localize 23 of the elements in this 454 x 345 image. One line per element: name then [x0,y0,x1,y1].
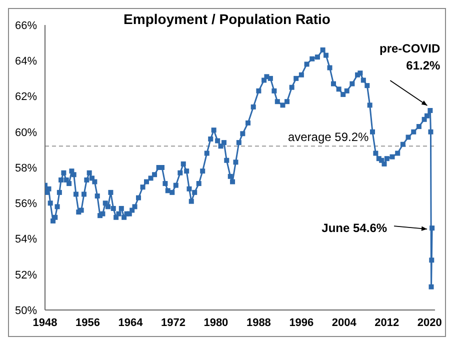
y-tick-label: 52% [14,269,38,282]
y-tick-label: 50% [14,304,38,317]
annotation: pre-COVID 61.2% [380,42,441,72]
y-tick-label: 62% [14,91,38,104]
x-tick-label: 1988 [246,316,271,329]
y-tick-label: 58% [14,162,38,174]
x-tick-label: 2012 [374,316,400,329]
y-tick-label: 66% [14,20,38,32]
y-tick-label: 56% [14,198,38,210]
x-tick-label: 1964 [118,316,144,329]
chart-title: Employment / Population Ratio [124,11,330,27]
ref-line-label: average 59.2% [288,130,370,144]
x-tick-label: 2004 [332,316,358,329]
x-tick-label: 1980 [204,316,228,329]
x-tick-label: 1996 [289,316,314,329]
y-tick-label: 60% [14,126,38,139]
y-tick-label: 64% [14,56,38,68]
x-tick-label: 2020 [417,316,442,329]
annotation: June 54.6% [322,221,388,236]
x-tick-label: 1948 [32,316,58,329]
x-tick-label: 1956 [76,316,100,329]
y-tick-label: 54% [14,234,38,246]
x-tick-label: 1972 [160,316,186,329]
